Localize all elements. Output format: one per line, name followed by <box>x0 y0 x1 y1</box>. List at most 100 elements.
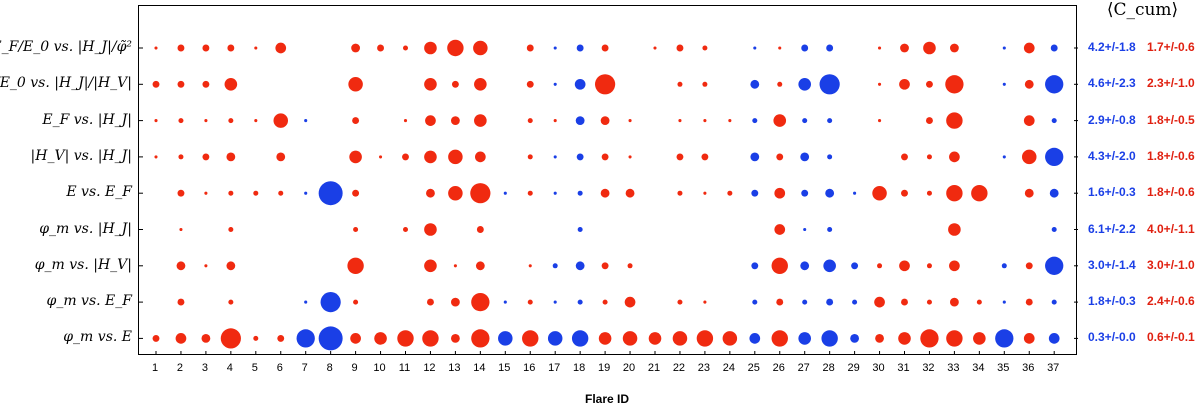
bubble-marker <box>1002 155 1006 159</box>
bubble-marker <box>827 118 833 124</box>
bubble-marker <box>771 330 788 347</box>
x-axis-title: Flare ID <box>584 392 630 406</box>
row-stat-red: 1.8+/-0.6 <box>1147 148 1195 163</box>
bubble-marker <box>424 41 437 55</box>
bubble-marker <box>553 46 557 50</box>
bubble-marker <box>403 227 408 232</box>
bubble-marker <box>625 188 635 198</box>
bubble-marker <box>926 117 933 125</box>
bubble-marker <box>220 328 241 349</box>
bubble-marker <box>273 113 288 128</box>
bubble-marker <box>552 263 558 269</box>
x-tick-label: 14 <box>473 362 486 374</box>
x-tick-label: 15 <box>498 362 511 374</box>
bubble-marker <box>1002 46 1006 50</box>
bubble-marker <box>1045 256 1064 275</box>
bubble-marker <box>926 190 932 196</box>
bubble-marker <box>678 119 682 123</box>
row-stat-blue: 1.8+/-0.3 <box>1088 294 1136 309</box>
bubble-marker <box>601 44 609 52</box>
bubble-marker <box>526 44 534 52</box>
x-tick-label: 35 <box>997 362 1010 374</box>
bubble-marker <box>177 298 185 306</box>
row-stat-blue: 0.3+/-0.0 <box>1088 330 1136 345</box>
bubble-marker <box>202 153 210 161</box>
bubble-marker <box>926 154 932 160</box>
bubble-marker <box>201 334 211 343</box>
bubble-marker <box>702 81 708 87</box>
bubble-marker <box>622 331 638 346</box>
bubble-marker <box>475 151 486 163</box>
bubble-marker <box>877 263 883 269</box>
bubble-marker <box>278 190 284 196</box>
bubble-marker <box>1023 42 1035 54</box>
x-tick-label: 10 <box>373 362 386 374</box>
bubble-marker <box>899 78 910 90</box>
bubble-marker <box>254 119 258 123</box>
bubble-marker <box>571 330 589 347</box>
bubble-marker <box>901 153 908 161</box>
bubble-marker <box>204 191 208 195</box>
bubble-marker <box>676 44 684 52</box>
bubble-marker <box>227 44 235 52</box>
x-tick-label: 25 <box>747 362 760 374</box>
bubble-marker <box>771 257 788 274</box>
bubble-marker <box>926 263 932 269</box>
bubble-marker <box>976 299 982 305</box>
bubble-marker <box>852 299 858 305</box>
bubble-marker <box>304 191 308 195</box>
bubble-marker <box>653 46 657 50</box>
x-tick-label: 23 <box>697 362 711 374</box>
bubble-marker <box>178 118 184 124</box>
bubble-marker <box>602 299 608 305</box>
x-tick-label: 20 <box>622 362 636 374</box>
bubble-marker <box>703 300 707 304</box>
bubble-marker <box>471 329 490 348</box>
bubble-marker <box>676 153 684 161</box>
bubble-marker <box>950 43 959 53</box>
bubble-marker <box>277 334 285 342</box>
bubble-marker <box>152 334 160 342</box>
bubble-marker <box>228 118 234 124</box>
bubble-marker <box>950 297 959 307</box>
bubble-marker <box>776 153 784 161</box>
bubble-marker <box>920 329 939 348</box>
bubble-marker <box>177 189 185 197</box>
bubble-marker <box>228 299 234 305</box>
row-stat-red: 0.6+/-0.1 <box>1147 330 1195 345</box>
bubble-marker <box>995 329 1014 348</box>
row-stat-blue: 1.6+/-0.3 <box>1088 185 1136 200</box>
bubble-marker <box>474 114 487 127</box>
x-tick-label: 12 <box>423 362 436 374</box>
bubble-marker <box>576 44 584 52</box>
row-label: φ_m vs. E <box>63 329 132 346</box>
bubble-marker <box>773 114 787 127</box>
bubble-marker <box>598 332 612 345</box>
row-stat-red: 3.0+/-1.0 <box>1147 257 1195 272</box>
bubble-marker <box>946 185 963 202</box>
bubble-marker <box>318 181 343 206</box>
row-label: E_F vs. |H_J| <box>42 111 132 128</box>
bubble-marker <box>751 189 759 197</box>
bubble-marker <box>528 264 532 268</box>
bubble-marker <box>176 261 186 271</box>
x-tick-label: 29 <box>847 362 860 374</box>
bubble-marker <box>318 326 343 351</box>
bubble-marker <box>1022 149 1037 165</box>
bubble-marker <box>878 82 882 86</box>
bubble-marker <box>503 300 507 304</box>
bubble-marker <box>872 185 887 201</box>
bubble-marker <box>553 300 557 304</box>
bubble-marker <box>178 154 184 160</box>
bubble-marker <box>304 119 308 123</box>
bubble-marker <box>819 74 840 95</box>
bubble-marker <box>351 43 360 53</box>
bubble-marker <box>923 41 936 55</box>
bubble-marker <box>971 185 988 202</box>
bubble-marker <box>800 152 810 162</box>
x-tick-label: 19 <box>597 362 611 374</box>
bubble-marker <box>878 119 882 123</box>
bubble-marker <box>1023 115 1035 126</box>
x-tick-label: 33 <box>947 362 960 374</box>
bubble-marker <box>226 152 236 162</box>
